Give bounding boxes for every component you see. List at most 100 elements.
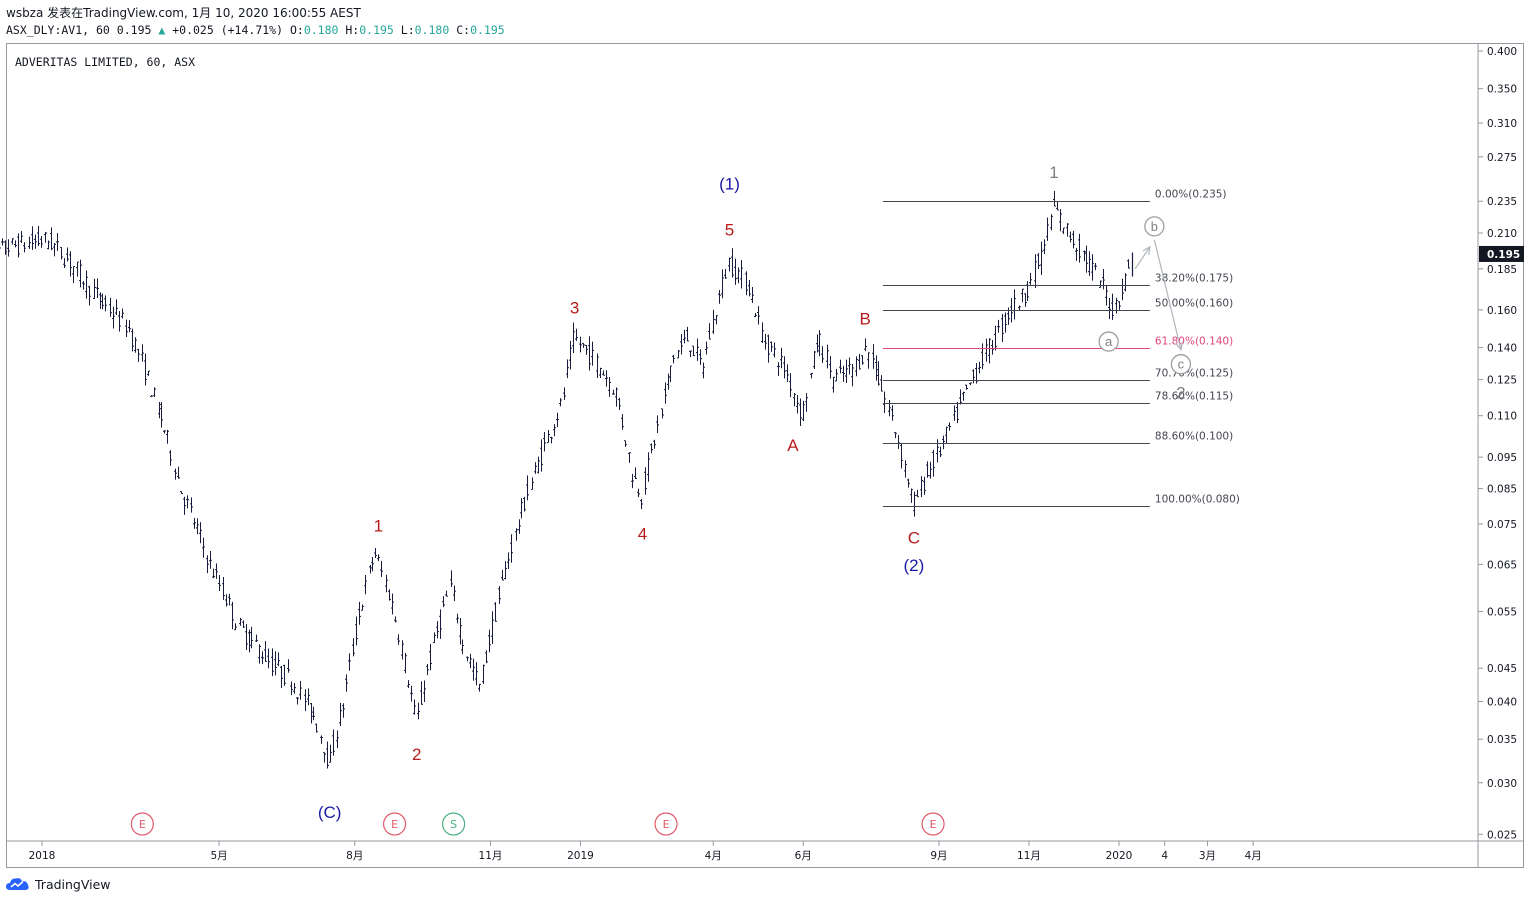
event-marker-label: E	[139, 818, 146, 831]
y-tick-label: 0.110	[1487, 411, 1517, 423]
wave-label: 2	[412, 745, 421, 764]
x-tick-label: 9月	[930, 850, 947, 862]
y-tick-label: 0.045	[1487, 663, 1517, 675]
open-label: O:	[289, 23, 304, 37]
high-label: H:	[345, 23, 360, 37]
wave-labels: (C) 1 2 3 4 5 (1) A B C (2) 1 2 a b c	[318, 163, 1192, 822]
fib-level-label: 0.00%(0.235)	[1155, 189, 1227, 201]
last-price-tag	[1479, 245, 1524, 262]
wave-label: 1	[374, 517, 383, 536]
projection-arrows[interactable]	[1134, 239, 1184, 351]
fib-level-label: 100.00%(0.080)	[1155, 494, 1240, 506]
x-tick-label: 4	[1161, 850, 1168, 862]
x-tick-label: 11月	[1017, 850, 1041, 862]
y-tick-label: 0.040	[1487, 697, 1517, 709]
fibonacci-retracement[interactable]: 0.00%(0.235) 38.20%(0.175) 50.00%(0.160) 61…	[882, 189, 1240, 507]
y-tick-label: 0.055	[1487, 607, 1517, 619]
last-price: 0.195	[116, 23, 152, 37]
open-value: 0.180	[303, 23, 339, 37]
projection-segment[interactable]	[1153, 239, 1182, 350]
y-tick-label: 0.125	[1487, 375, 1517, 387]
y-tick-label: 0.025	[1487, 829, 1517, 841]
wave-label: 4	[638, 524, 647, 543]
wave-label: (1)	[719, 174, 740, 193]
wave-circle-label: a	[1105, 334, 1113, 349]
low-value: 0.180	[414, 23, 450, 37]
fib-level-label: 61.80%(0.140)	[1155, 336, 1233, 348]
x-tick-label: 5月	[210, 850, 227, 862]
wave-label: B	[860, 309, 871, 328]
y-tick-label: 0.210	[1487, 228, 1517, 240]
wave-label: 5	[725, 221, 734, 240]
y-tick-label: 0.185	[1487, 264, 1517, 276]
y-tick-label: 0.085	[1487, 484, 1517, 496]
y-tick-label: 0.310	[1487, 118, 1517, 130]
y-tick-label: 0.035	[1487, 734, 1517, 746]
close-label: C:	[456, 23, 471, 37]
tradingview-logo[interactable]: TradingView	[6, 876, 111, 892]
y-tick-label: 0.275	[1487, 152, 1517, 164]
x-tick-label: 4月	[1245, 850, 1262, 862]
x-tick-label: 6月	[795, 850, 812, 862]
x-tick-label: 2020	[1106, 850, 1133, 862]
wave-label: C	[908, 528, 920, 547]
arrowhead-icon	[1142, 245, 1151, 255]
y-tick-label: 0.235	[1487, 196, 1517, 208]
price-axis[interactable]: 0.400 0.350 0.310 0.275 0.235 0.210 0.185 0.160…	[1478, 46, 1524, 841]
up-arrow-icon: ▲	[158, 23, 166, 37]
y-tick-label: 0.140	[1487, 343, 1517, 355]
wave-label: 2	[1176, 383, 1185, 402]
time-axis[interactable]: 2018 5月 8月 11月 2019 4月 6月 9月 11月 2020 4 3月 4月	[29, 841, 1262, 862]
close-value: 0.195	[470, 23, 505, 37]
wave-circle	[1144, 216, 1165, 237]
chart-title: ADVERITAS LIMITED, 60, ASX	[15, 55, 196, 69]
fib-level-label: 88.60%(0.100)	[1155, 431, 1233, 443]
y-tick-label: 0.030	[1487, 778, 1517, 790]
wave-circle	[1098, 331, 1119, 352]
last-price-tag-label: 0.195	[1487, 249, 1520, 261]
y-tick-label: 0.095	[1487, 452, 1517, 464]
y-tick-label: 0.350	[1487, 84, 1517, 96]
x-tick-label: 4月	[705, 850, 722, 862]
tradingview-cloud-icon	[6, 878, 29, 890]
y-tick-label: 0.075	[1487, 519, 1517, 531]
projection-segment[interactable]	[1134, 246, 1151, 270]
wave-label: A	[787, 436, 799, 455]
split-event-marker[interactable]	[442, 812, 466, 836]
x-tick-label: 2018	[29, 850, 56, 862]
ohlc-legend: ASX_DLY:AV1, 60 0.195 ▲ +0.025 (+14.71%)…	[6, 23, 505, 37]
branding-text: TradingView	[35, 876, 111, 892]
chart-frame[interactable]	[6, 43, 1524, 868]
x-tick-label: 8月	[346, 850, 363, 862]
x-tick-label: 3月	[1199, 850, 1216, 862]
publish-info: wsbza 发表在TradingView.com, 1月 10, 2020 16…	[6, 6, 361, 20]
earnings-event-marker[interactable]	[382, 812, 407, 836]
wave-circle-label: b	[1151, 219, 1158, 234]
price-change: +0.025 (+14.71%)	[172, 23, 284, 37]
symbol-interval: ASX_DLY:AV1, 60	[6, 23, 110, 37]
candles	[0, 190, 1134, 769]
arrowhead-icon	[1175, 341, 1184, 351]
fib-level-label: 78.60%(0.115)	[1155, 391, 1233, 403]
earnings-event-marker[interactable]	[130, 812, 154, 836]
wave-circle	[1170, 354, 1192, 375]
wave-label: 1	[1049, 163, 1058, 182]
event-marker-label: E	[663, 818, 670, 831]
low-label: L:	[400, 23, 415, 37]
event-marker-label: E	[930, 818, 937, 831]
high-value: 0.195	[359, 23, 394, 37]
y-tick-label: 0.160	[1487, 305, 1517, 317]
wave-label: 3	[570, 298, 579, 317]
x-tick-label: 2019	[567, 850, 594, 862]
y-tick-label: 0.400	[1487, 46, 1517, 58]
fib-level-label: 50.00%(0.160)	[1155, 298, 1233, 310]
wave-circle-label: c	[1178, 357, 1185, 372]
wave-label: (C)	[318, 803, 342, 822]
fib-level-label: 38.20%(0.175)	[1155, 273, 1233, 285]
x-tick-label: 11月	[479, 850, 503, 862]
earnings-event-marker[interactable]	[654, 812, 678, 836]
earnings-event-marker[interactable]	[921, 812, 945, 836]
event-marker-label: S	[450, 818, 457, 831]
